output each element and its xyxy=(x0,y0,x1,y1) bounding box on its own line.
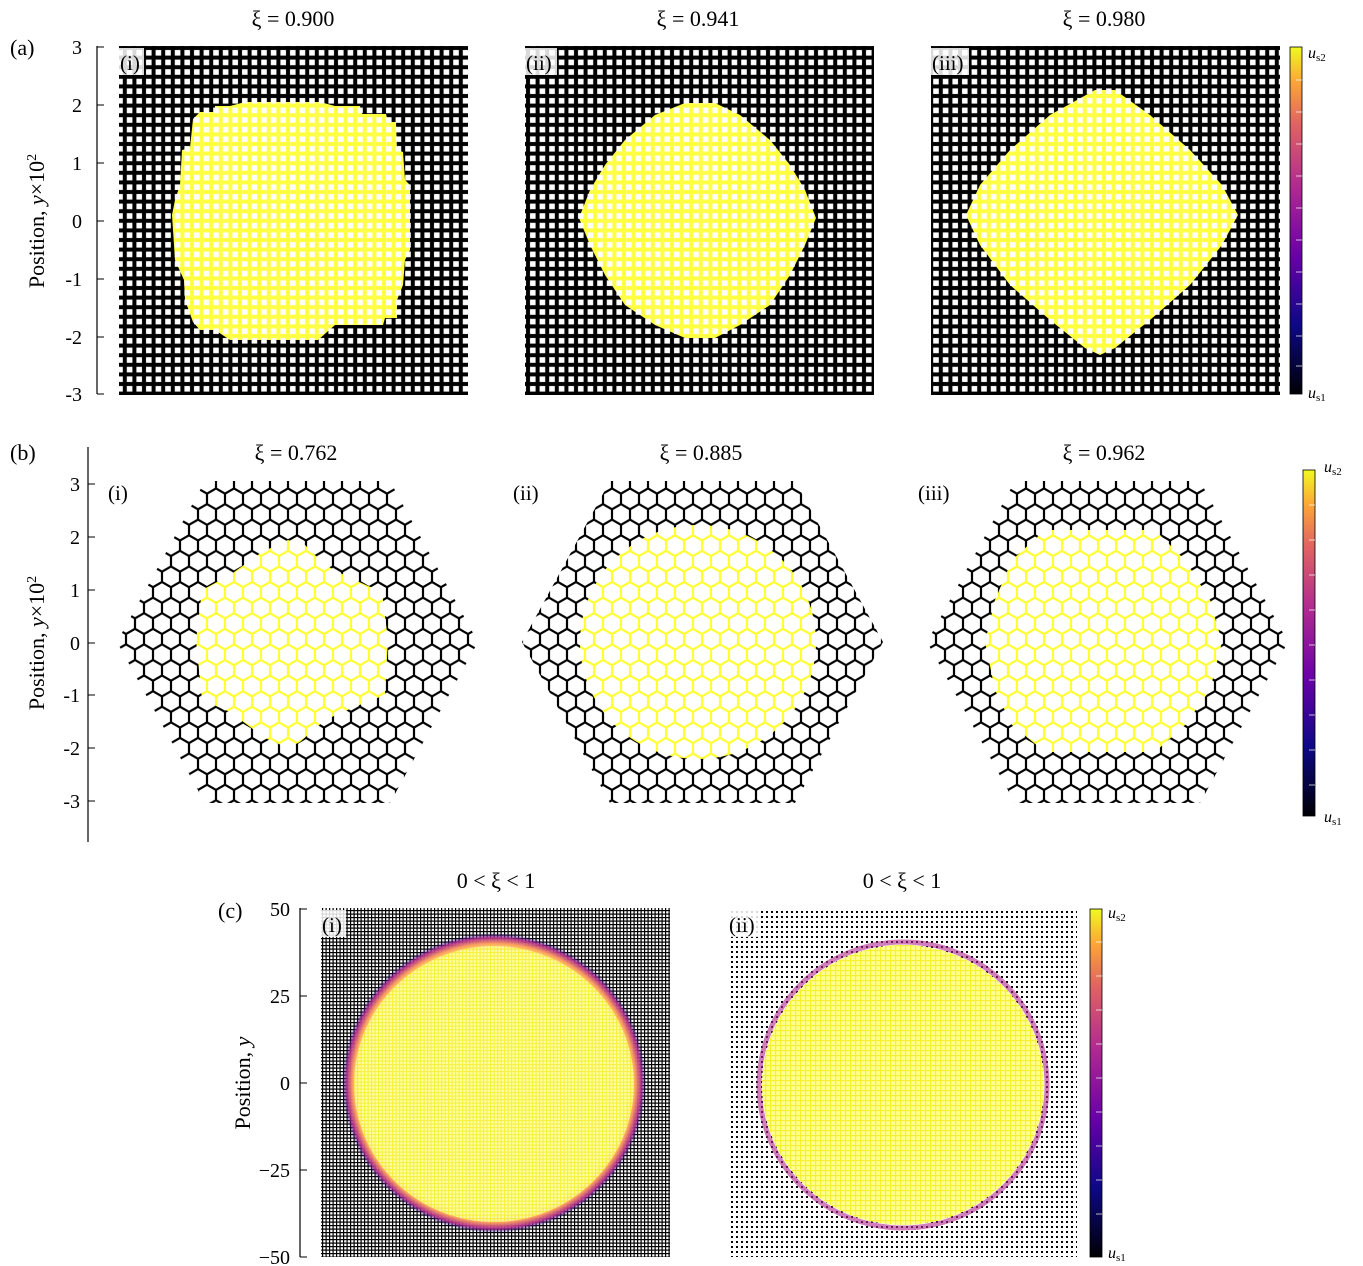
row-b-label: (b) xyxy=(10,440,36,465)
row-a-ytick: 3 xyxy=(72,37,82,59)
row-b-ytick: -2 xyxy=(63,738,80,760)
row-c-ylabel: Position, y xyxy=(230,1036,255,1129)
yellow-domain xyxy=(580,525,816,759)
row-b-ytick: 0 xyxy=(70,633,80,655)
panel-c-ii: 0 < ξ < 1 (ii) xyxy=(728,868,1077,1257)
panel-title: ξ = 0.941 xyxy=(657,6,740,31)
panel-title: ξ = 0.980 xyxy=(1063,6,1146,31)
row-b-ytick: 1 xyxy=(70,580,80,602)
row-c-ytick: −50 xyxy=(259,1247,290,1266)
yellow-domain xyxy=(196,540,388,748)
row-a-ytick: -1 xyxy=(65,269,82,291)
panel-title: 0 < ξ < 1 xyxy=(457,868,536,893)
row-b-ylabel: Position, y×102 xyxy=(24,576,49,710)
row-a-y-axis: 3 2 1 0 -1 -2 -3 Position, y×102 xyxy=(24,37,104,406)
row-a-colorbar: us2 us1 xyxy=(1289,45,1326,404)
panel-tag: (i) xyxy=(108,481,128,505)
row-b-ytick: -1 xyxy=(63,685,80,707)
row-b: (b) 3 2 1 0 -1 -2 -3 Position, y×102 xyxy=(10,440,1342,842)
panel-c-i: 0 < ξ < 1 (i) xyxy=(321,868,670,1257)
panel-b-ii: ξ = 0.885 (ii) xyxy=(513,440,883,803)
row-a-ylabel: Position, y×102 xyxy=(24,154,49,288)
colorbar-bottom-label: us1 xyxy=(1324,809,1342,828)
row-a-ytick: -3 xyxy=(65,384,82,406)
panel-title: ξ = 0.900 xyxy=(252,6,335,31)
panel-a-i: ξ = 0.900 (i) xyxy=(119,6,468,395)
panel-tag: (i) xyxy=(322,913,342,937)
row-a-ytick: -2 xyxy=(65,327,82,349)
panel-tag: (ii) xyxy=(729,913,755,937)
domain-boundary xyxy=(756,939,1050,1231)
row-b-ytick: 2 xyxy=(70,527,80,549)
colorbar-top-label: us2 xyxy=(1108,905,1126,924)
panel-b-i: ξ = 0.762 (i) xyxy=(108,440,478,803)
colorbar-bottom-label: us1 xyxy=(1108,1245,1126,1264)
panel-title: ξ = 0.962 xyxy=(1063,440,1146,465)
yellow-domain xyxy=(985,530,1222,752)
yellow-domain xyxy=(172,102,410,340)
panel-a-iii: ξ = 0.980 (iii) xyxy=(931,6,1280,395)
row-c: (c) 50 25 0 −25 −50 Position, y 0 < ξ < … xyxy=(218,868,1126,1266)
panel-tag: (iii) xyxy=(932,51,964,75)
panel-tag: (ii) xyxy=(526,51,552,75)
row-a-label: (a) xyxy=(10,35,34,60)
row-c-ytick: −25 xyxy=(259,1160,290,1182)
row-b-colorbar: us2 us1 xyxy=(1302,459,1342,828)
panel-title: 0 < ξ < 1 xyxy=(863,868,942,893)
panel-tag: (i) xyxy=(120,51,140,75)
panel-tag: (iii) xyxy=(918,481,950,505)
row-c-y-axis: 50 25 0 −25 −50 Position, y xyxy=(230,899,307,1266)
row-b-ytick: -3 xyxy=(63,791,80,813)
row-c-colorbar: us2 us1 xyxy=(1089,905,1126,1264)
yellow-domain xyxy=(966,90,1238,355)
yellow-domain xyxy=(762,945,1044,1225)
row-a: (a) 3 2 1 0 -1 -2 -3 Position, y×102 xyxy=(10,6,1326,406)
panel-title: ξ = 0.885 xyxy=(660,440,743,465)
row-c-ytick: 25 xyxy=(270,986,290,1008)
colorbar-top-label: us2 xyxy=(1324,459,1342,478)
panel-a-ii: ξ = 0.941 (ii) xyxy=(525,6,874,395)
yellow-domain xyxy=(354,946,634,1222)
colorbar-top-label: us2 xyxy=(1308,45,1326,64)
row-c-ytick: 50 xyxy=(270,899,290,921)
panel-tag: (ii) xyxy=(513,481,539,505)
panel-title: ξ = 0.762 xyxy=(255,440,338,465)
row-a-ytick: 1 xyxy=(72,153,82,175)
row-c-ytick: 0 xyxy=(280,1073,290,1095)
row-b-y-axis: 3 2 1 0 -1 -2 -3 Position, y×102 xyxy=(24,447,95,842)
colorbar-bottom-label: us1 xyxy=(1308,385,1326,404)
row-a-ytick: 0 xyxy=(72,211,82,233)
row-c-label: (c) xyxy=(218,898,242,923)
panel-b-iii: ξ = 0.962 (iii) xyxy=(918,440,1288,803)
row-a-ytick: 2 xyxy=(72,95,82,117)
yellow-domain xyxy=(579,103,816,338)
row-b-ytick: 3 xyxy=(70,474,80,496)
